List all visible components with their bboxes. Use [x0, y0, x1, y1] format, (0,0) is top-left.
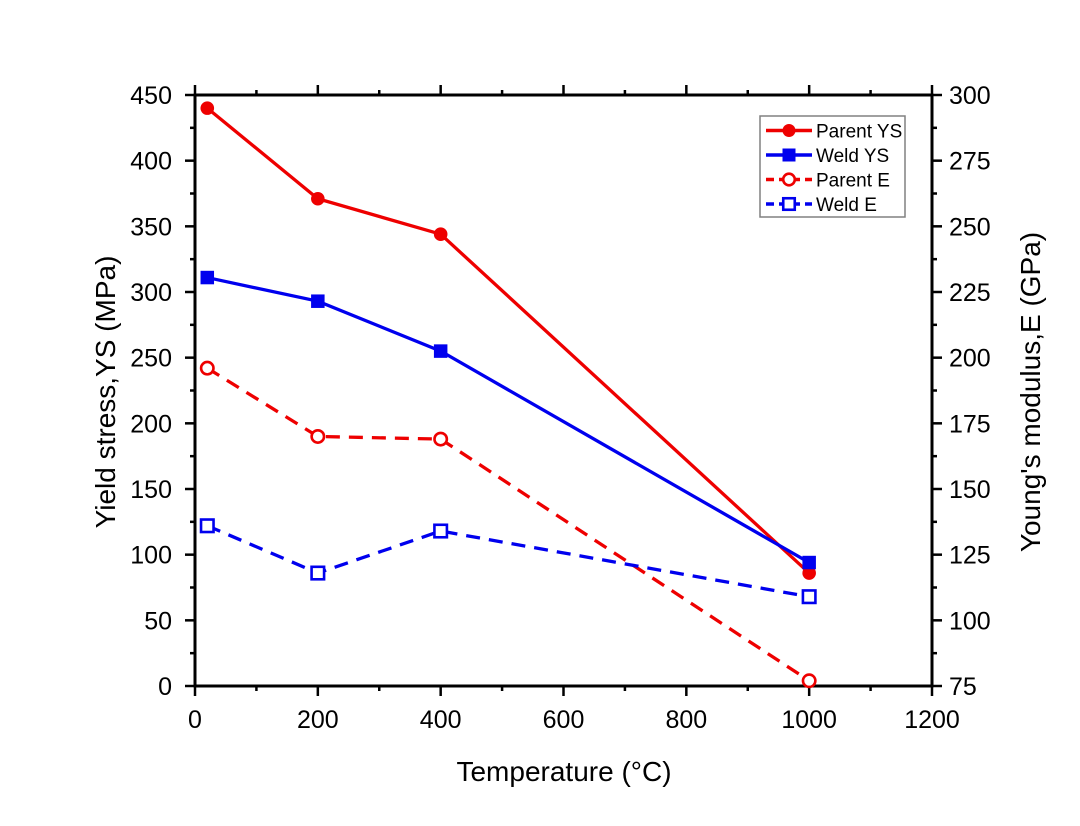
y-left-tick-label: 400 — [130, 148, 172, 176]
x-tick-label: 800 — [665, 706, 707, 734]
marker-open-square — [199, 518, 215, 534]
legend-label: Parent E — [816, 171, 890, 192]
y-right-ticks — [932, 93, 942, 688]
y-right-tick-label: 275 — [949, 148, 991, 176]
x-axis-ticks — [193, 85, 934, 696]
marker-open-circle — [433, 431, 449, 447]
marker-filled-square — [782, 148, 796, 162]
x-axis-title: Temperature (°C) — [456, 756, 672, 787]
legend: Parent YS Weld YS Parent E Weld E — [759, 115, 906, 218]
y-right-tick-label: 75 — [949, 673, 977, 701]
x-tick-label: 1200 — [904, 706, 960, 734]
y-left-tick-label: 200 — [130, 410, 172, 438]
legend-label: Parent YS — [816, 122, 902, 143]
marker-filled-square — [433, 344, 448, 358]
marker-open-circle — [801, 673, 817, 689]
y-right-tick-label: 100 — [949, 607, 991, 635]
marker-filled-circle — [433, 227, 448, 242]
series-line — [206, 106, 811, 575]
marker-open-square — [433, 523, 449, 539]
y-left-tick-label: 50 — [144, 607, 172, 635]
x-tick-label: 0 — [188, 706, 202, 734]
legend-label: Weld YS — [816, 146, 889, 167]
x-tick-label: 1000 — [781, 706, 837, 734]
marker-open-square — [781, 196, 797, 212]
marker-open-circle — [310, 428, 326, 444]
y-left-tick-label: 450 — [130, 82, 172, 110]
y-right-tick-labels: 75 100 125 150 175 200 225 250 275 300 — [949, 82, 991, 701]
legend-entry-parent-ys: Parent YS — [766, 122, 902, 143]
series-line — [206, 275, 810, 564]
series-parent-ys — [200, 101, 816, 580]
series-line — [206, 524, 810, 599]
y-axis-title-left: Yield stress,YS (MPa) — [90, 255, 121, 529]
x-tick-label: 600 — [543, 706, 585, 734]
y-left-tick-label: 0 — [158, 673, 172, 701]
series-line — [206, 366, 811, 683]
marker-open-square — [310, 565, 326, 581]
series-weld-e — [199, 518, 817, 605]
y-right-tick-label: 250 — [949, 213, 991, 241]
marker-open-circle — [781, 172, 797, 187]
legend-entry-parent-e: Parent E — [766, 171, 890, 192]
marker-filled-circle — [802, 566, 816, 580]
marker-open-square — [801, 589, 817, 605]
marker-filled-square — [311, 294, 325, 308]
y-axis-title-right: Young's modulus,E (GPa) — [1015, 231, 1046, 553]
x-tick-label: 200 — [297, 706, 339, 734]
y-left-tick-label: 250 — [130, 345, 172, 373]
y-left-tick-label: 100 — [130, 542, 172, 570]
marker-filled-circle — [200, 101, 215, 115]
series-parent-e — [199, 360, 817, 689]
x-tick-label: 400 — [420, 706, 462, 734]
y-left-ticks — [185, 93, 195, 688]
y-right-tick-label: 300 — [949, 82, 991, 110]
y-right-tick-label: 125 — [949, 542, 991, 570]
legend-entry-weld-ys: Weld YS — [766, 146, 889, 167]
marker-filled-circle — [311, 191, 325, 206]
y-left-tick-label: 350 — [130, 213, 172, 241]
marker-filled-square — [200, 270, 215, 285]
marker-filled-circle — [782, 124, 796, 137]
legend-label: Weld E — [816, 195, 877, 216]
marker-filled-square — [802, 555, 816, 570]
y-right-tick-label: 150 — [949, 476, 991, 504]
y-right-tick-label: 200 — [949, 345, 991, 373]
y-right-tick-label: 175 — [949, 410, 991, 438]
y-right-tick-label: 225 — [949, 279, 991, 307]
y-left-tick-label: 150 — [130, 476, 172, 504]
marker-open-circle — [199, 360, 215, 376]
y-left-tick-labels: 0 50 100 150 200 250 300 350 400 450 — [130, 82, 172, 701]
y-left-tick-label: 300 — [130, 279, 172, 307]
legend-entry-weld-e: Weld E — [766, 195, 877, 216]
x-axis-tick-labels: 0 200 400 600 800 1000 1200 — [188, 706, 960, 734]
series-weld-ys — [200, 270, 816, 570]
